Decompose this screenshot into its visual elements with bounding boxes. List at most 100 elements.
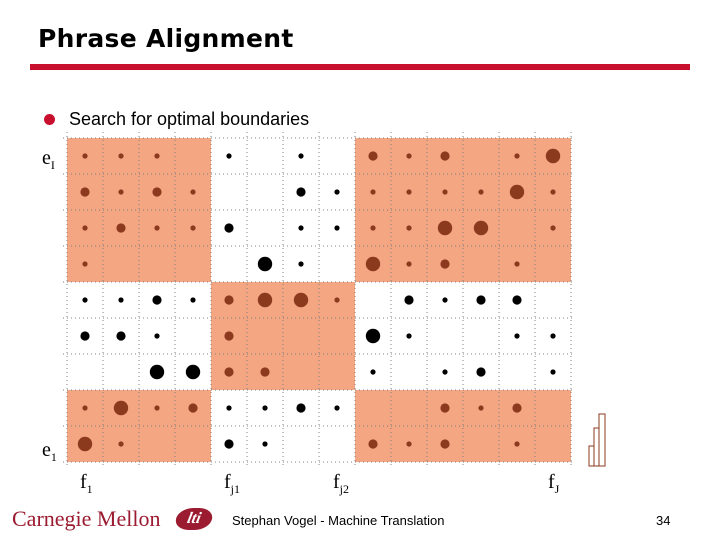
alignment-dot [437, 220, 453, 236]
alignment-dot [298, 225, 304, 231]
alignment-dot [190, 225, 196, 231]
alignment-dot [80, 331, 90, 341]
alignment-dot [440, 439, 450, 449]
alignment-dot [442, 189, 448, 195]
alignment-dot [118, 189, 124, 195]
label-f-J: fJ [548, 471, 560, 496]
alignment-dot [224, 439, 234, 449]
alignment-dot [550, 189, 556, 195]
alignment-dot [370, 189, 376, 195]
alignment-dot [512, 295, 522, 305]
alignment-dot [514, 333, 520, 339]
alignment-dot [116, 223, 126, 233]
footer-text: Stephan Vogel - Machine Translation [232, 513, 445, 528]
alignment-dot [82, 297, 88, 303]
alignment-dot [116, 331, 126, 341]
alignment-dot [478, 189, 484, 195]
alignment-dot [406, 189, 412, 195]
alignment-dot [406, 441, 412, 447]
alignment-dot [334, 297, 340, 303]
bullet-icon [44, 114, 55, 125]
alignment-dot [440, 403, 450, 413]
alignment-dot [473, 220, 489, 236]
carnegie-mellon-logo: Carnegie Mellon [12, 506, 161, 531]
alignment-dot [224, 331, 234, 341]
bullet-text: Search for optimal boundaries [69, 109, 310, 129]
alignment-dot [152, 187, 162, 197]
alignment-dot [370, 369, 376, 375]
alignment-dot [257, 256, 273, 272]
alignment-dot [440, 259, 450, 269]
alignment-dot [224, 367, 234, 377]
alignment-dot [262, 441, 268, 447]
alignment-dot [154, 333, 160, 339]
alignment-dot [262, 405, 268, 411]
label-f-1: f1 [80, 471, 93, 496]
page-number: 34 [656, 513, 671, 528]
alignment-dot [334, 225, 340, 231]
alignment-dots [77, 148, 561, 452]
alignment-dot [514, 153, 520, 159]
alignment-dot [152, 295, 162, 305]
alignment-dot [476, 367, 486, 377]
alignment-dot [154, 153, 160, 159]
alignment-dot [406, 261, 412, 267]
alignment-dot [257, 292, 273, 308]
alignment-dot [406, 333, 412, 339]
alignment-dot [368, 439, 378, 449]
alignment-dot [260, 367, 270, 377]
alignment-dot [113, 400, 129, 416]
alignment-dot [188, 403, 198, 413]
alignment-dot [82, 261, 88, 267]
alignment-dot [224, 223, 234, 233]
alignment-dot [154, 405, 160, 411]
title-rule [30, 64, 690, 70]
label-e-bottom: e1 [42, 439, 57, 464]
alignment-dot [406, 225, 412, 231]
alignment-dot [298, 153, 304, 159]
alignment-dot [190, 297, 196, 303]
alignment-dot [550, 369, 556, 375]
mini-bar-icon [588, 413, 606, 467]
alignment-dot [514, 261, 520, 267]
alignment-dot [118, 441, 124, 447]
label-f-j2: fj2 [333, 471, 350, 496]
alignment-dot [365, 328, 381, 344]
alignment-dot [296, 187, 306, 197]
alignment-dot [224, 295, 234, 305]
alignment-dot [550, 225, 556, 231]
alignment-dot [370, 225, 376, 231]
alignment-dot [545, 148, 561, 164]
alignment-dot [82, 405, 88, 411]
alignment-dot [368, 151, 378, 161]
alignment-dot [442, 369, 448, 375]
alignment-dot [478, 405, 484, 411]
alignment-dot [80, 187, 90, 197]
slide-title: Phrase Alignment [38, 24, 294, 53]
grid-lines [63, 132, 575, 466]
alignment-dot [77, 436, 93, 452]
alignment-dot [118, 153, 124, 159]
alignment-dot [404, 295, 414, 305]
alignment-dot [226, 405, 232, 411]
alignment-dot [440, 151, 450, 161]
alignment-dot [185, 364, 201, 380]
alignment-dot [512, 403, 522, 413]
alignment-dot [476, 295, 486, 305]
alignment-dot [296, 403, 306, 413]
alignment-dot [226, 153, 232, 159]
label-e-top: eI [42, 147, 55, 172]
alignment-dot [149, 364, 165, 380]
label-f-j1: fj1 [224, 471, 241, 496]
alignment-dot [334, 189, 340, 195]
alignment-dot [190, 189, 196, 195]
alignment-dot [154, 225, 160, 231]
alignment-dot [365, 256, 381, 272]
mini-bar [598, 413, 606, 467]
alignment-dot [293, 292, 309, 308]
alignment-dot [550, 333, 556, 339]
alignment-dot [406, 153, 412, 159]
alignment-dot [514, 441, 520, 447]
alignment-dot [334, 405, 340, 411]
